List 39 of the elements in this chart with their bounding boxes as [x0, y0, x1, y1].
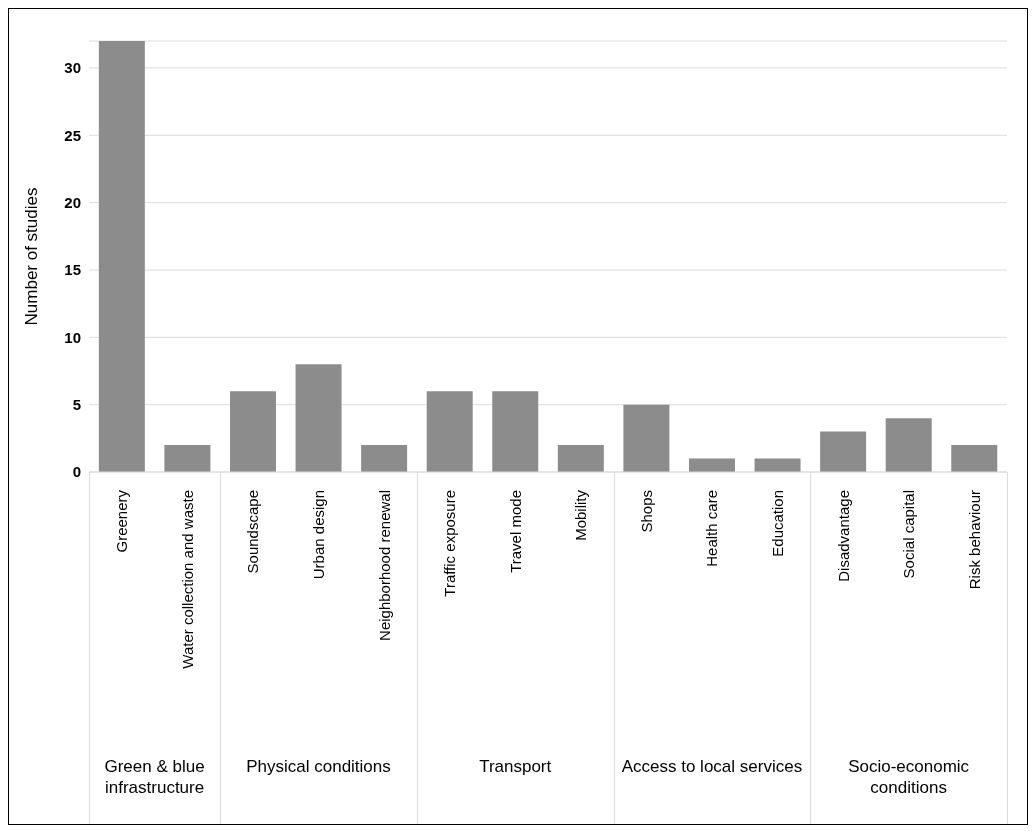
x-tick-label: Traffic exposure: [441, 490, 459, 597]
y-tick-label: 30: [64, 59, 81, 77]
x-tick-label: Education: [769, 490, 786, 557]
y-tick-label: 20: [64, 193, 81, 211]
bar: [426, 391, 473, 472]
bar: [557, 445, 604, 472]
text: Socio-economic conditions: [847, 756, 971, 798]
y-tick-label: 25: [64, 126, 81, 144]
y-tick-label: 10: [64, 328, 81, 346]
x-tick-label: Social capital: [900, 490, 918, 579]
bar: [885, 418, 932, 472]
bar: [229, 391, 276, 472]
x-tick-label: Mobility: [572, 489, 590, 541]
bar: [492, 391, 539, 472]
x-tick-label: Urban design: [310, 490, 327, 580]
y-tick-label: 15: [64, 261, 81, 279]
y-axis-title: Number of studies: [22, 187, 42, 326]
text: Green & blue infrastructure: [103, 756, 206, 798]
bar: [295, 364, 342, 472]
x-tick-label: Health care: [703, 490, 721, 567]
x-tick-label: Disadvantage: [834, 490, 852, 582]
text: Transport: [478, 756, 553, 777]
x-tick-label: Water collection and waste: [178, 490, 196, 669]
text: Physical conditions: [245, 756, 392, 777]
text: Access to local services: [620, 756, 804, 777]
x-tick-label: Greenery: [113, 489, 131, 553]
x-tick-label: Soundscape: [244, 490, 262, 574]
bar: [98, 41, 145, 472]
bar: [164, 445, 211, 472]
bar: [951, 445, 998, 472]
x-tick-label: Shops: [637, 490, 655, 533]
x-tick-label: Risk behaviour: [965, 490, 983, 590]
y-tick-label: 0: [72, 463, 81, 481]
x-tick-label: Neighborhood renewal: [375, 490, 393, 641]
x-tick-label: Travel mode: [506, 490, 524, 573]
bar: [361, 445, 408, 472]
bar: [623, 404, 670, 472]
bar: [820, 431, 867, 472]
y-tick-label: 5: [72, 395, 81, 413]
